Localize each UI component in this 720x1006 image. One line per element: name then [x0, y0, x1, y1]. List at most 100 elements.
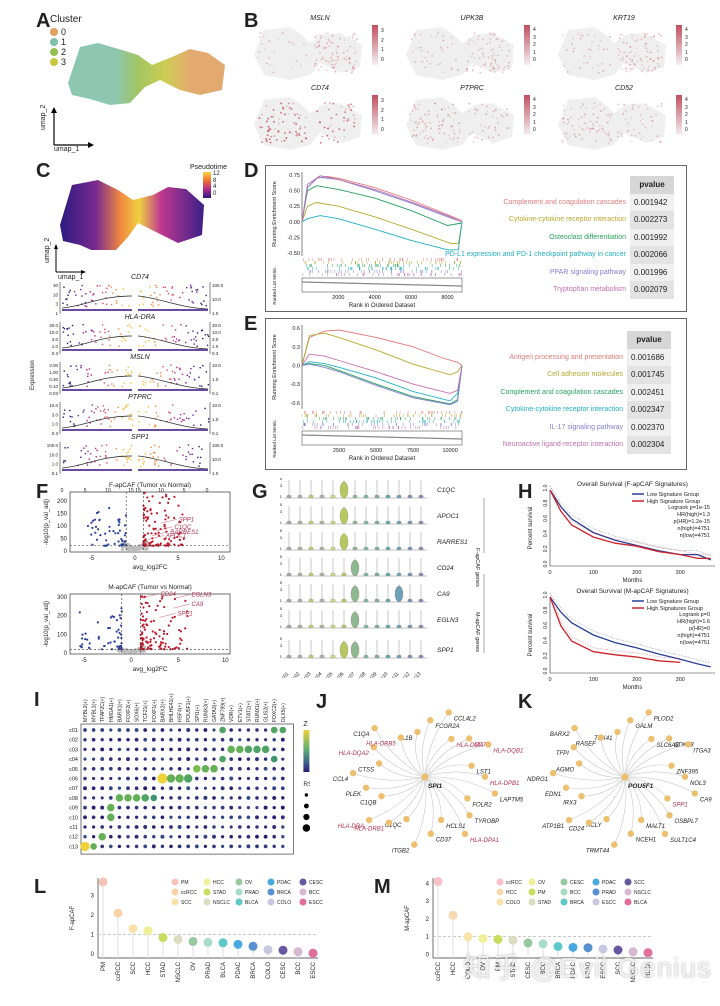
- confidence-band: [549, 485, 711, 557]
- legend-swatch-icon: [592, 878, 600, 886]
- left-axis-tick: 10: [53, 292, 59, 297]
- expression-point: [144, 452, 146, 455]
- regulon-label: SPI1(+): [195, 705, 201, 722]
- expression-dot: [473, 136, 476, 139]
- expression-colorbar: [524, 25, 530, 65]
- regulatory-edge: [424, 776, 496, 794]
- expression-dot: [336, 59, 339, 62]
- violin-shape: [308, 654, 314, 659]
- up-point: [149, 640, 152, 644]
- up-point: [139, 618, 143, 621]
- expression-dot: [335, 48, 338, 51]
- expression-point: [206, 334, 209, 336]
- target-gene-label: C1QC: [385, 823, 402, 829]
- expression-point: [86, 305, 88, 308]
- regulon-dot: [281, 844, 285, 849]
- expression-point: [188, 299, 190, 301]
- expression-dot: [345, 56, 348, 58]
- expression-dot: [623, 51, 626, 54]
- trend-line: [61, 375, 133, 389]
- expression-point: [152, 301, 154, 304]
- ns-point: [142, 645, 145, 648]
- expression-point: [117, 406, 119, 409]
- y-tick-label: 150: [57, 511, 68, 517]
- lollipop-head: [188, 936, 198, 946]
- feature-plot-cd52: CD52 4 3 2 1 0: [554, 85, 704, 153]
- expression-dot: [580, 116, 583, 119]
- up-point: [144, 619, 147, 622]
- regulatory-edge: [624, 776, 668, 799]
- expression-dot: [502, 116, 505, 119]
- enrichment-line: [301, 215, 463, 251]
- right-axis-tick: 3.0: [212, 337, 219, 342]
- target-gene-label: NDRG1: [527, 777, 548, 783]
- expression-dot: [261, 43, 263, 45]
- expression-point: [113, 418, 116, 420]
- regulatory-edge: [353, 772, 426, 781]
- violin-shape: [319, 572, 325, 577]
- expression-point: [158, 446, 160, 448]
- expression-point: [69, 409, 71, 412]
- regulon-dot: [237, 815, 242, 820]
- expression-point: [89, 291, 92, 293]
- pathway-name: Antigen processing and presentation: [509, 353, 623, 361]
- regulon-dot: [83, 757, 87, 761]
- regulon-dot: [126, 747, 130, 752]
- expression-point: [63, 286, 65, 288]
- up-point: [139, 595, 143, 598]
- regulon-dot: [212, 815, 216, 819]
- violin-shape: [407, 654, 413, 659]
- expression-point: [130, 326, 132, 329]
- expression-point: [85, 445, 87, 447]
- expression-dot: [633, 128, 636, 131]
- regulon-dot: [91, 728, 96, 732]
- expression-dot: [472, 40, 475, 43]
- enrichment-line: [301, 353, 463, 394]
- expression-dot: [567, 121, 570, 124]
- expression-dot: [416, 123, 419, 126]
- expression-dot: [332, 102, 335, 105]
- expression-dot: [299, 64, 302, 67]
- regulon-dot: [263, 728, 268, 732]
- expression-dot: [477, 38, 480, 40]
- expression-dot: [268, 127, 271, 130]
- violin-shape: [350, 585, 360, 603]
- regulon-dot: [117, 805, 122, 810]
- ranked-metric-label: Ranked List Metric: [272, 267, 277, 305]
- ranked-metric-line: [301, 434, 463, 440]
- pvalue-table-row: Osteoclast differentiation 0.001992: [366, 228, 674, 246]
- expression-dot: [304, 126, 306, 129]
- umap-x-label: umap_1: [54, 146, 80, 153]
- regulon-label: SOX6(+): [135, 702, 141, 722]
- rss-legend-dot: [303, 813, 310, 821]
- down-point: [91, 519, 95, 522]
- enrichment-line: [301, 332, 463, 376]
- ns-point: [130, 546, 133, 549]
- expression-dot: [506, 54, 509, 57]
- regulon-dot: [160, 834, 165, 839]
- regulon-dot: [108, 844, 113, 849]
- expression-point: [115, 300, 118, 302]
- expression-dot: [424, 113, 426, 116]
- up-point: [179, 637, 182, 640]
- violin-shape: [308, 520, 314, 525]
- expression-point: [145, 411, 147, 413]
- expression-point: [184, 341, 187, 344]
- expression-dot: [415, 134, 418, 137]
- survival-stat: n(high)=4751: [677, 633, 710, 639]
- expression-point: [106, 462, 108, 464]
- target-gene-node: [597, 734, 604, 741]
- violin-shape: [418, 494, 424, 499]
- legend-swatch-icon: [267, 898, 275, 906]
- colorbar-tick: 4: [685, 97, 688, 103]
- regulatory-edge: [388, 776, 426, 823]
- expression-dot: [609, 36, 612, 38]
- up-point: [176, 535, 179, 539]
- regulon-dot: [272, 825, 277, 829]
- up-point: [143, 626, 146, 629]
- category-label: PDAC: [571, 961, 577, 978]
- baseline-band: [138, 389, 208, 391]
- feature-umap: [406, 27, 514, 80]
- regulatory-edge: [624, 776, 642, 820]
- expression-dot: [477, 49, 480, 52]
